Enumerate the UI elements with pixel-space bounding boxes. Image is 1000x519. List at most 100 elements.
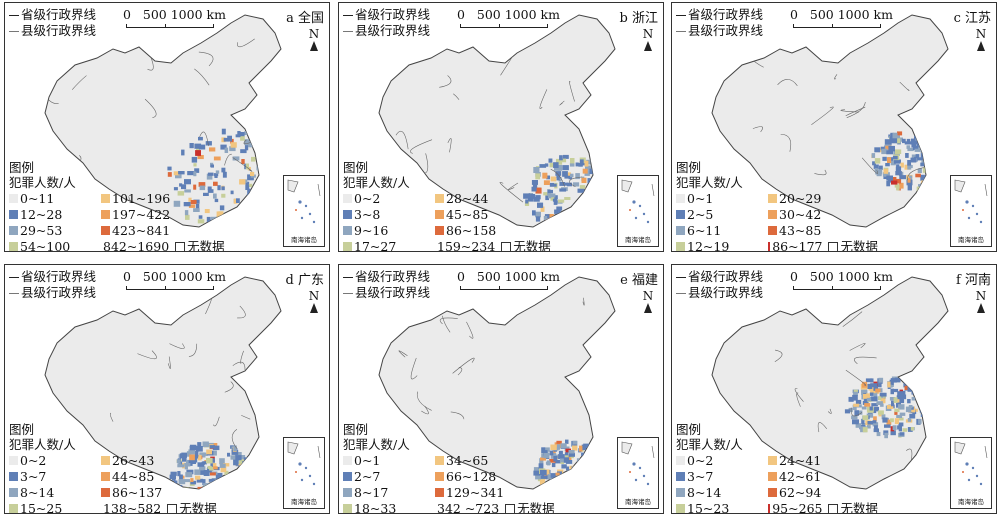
legend-item: 3~7 bbox=[9, 469, 101, 484]
county-cell bbox=[535, 211, 541, 218]
county-cell bbox=[905, 153, 909, 158]
county-cell bbox=[848, 396, 854, 402]
county-cell bbox=[543, 180, 550, 185]
county-cell bbox=[944, 167, 948, 172]
north-label: N bbox=[308, 27, 320, 41]
county-cell bbox=[195, 204, 200, 209]
province-border bbox=[842, 311, 863, 327]
province-border bbox=[920, 395, 933, 408]
county-cell bbox=[570, 173, 574, 178]
province-border bbox=[237, 38, 255, 48]
county-cell bbox=[179, 183, 183, 187]
county-cell bbox=[193, 184, 197, 190]
county-cell bbox=[252, 203, 259, 209]
legend-swatch bbox=[9, 210, 18, 219]
county-cell bbox=[932, 153, 937, 158]
county-cell bbox=[918, 392, 922, 399]
province-boundary-row: 省级行政界线 bbox=[9, 7, 96, 23]
county-cell bbox=[248, 197, 255, 203]
county-cell bbox=[186, 459, 192, 466]
county-cell bbox=[190, 478, 194, 482]
county-cell bbox=[586, 211, 593, 216]
county-cell bbox=[193, 171, 197, 177]
county-cell bbox=[556, 488, 561, 489]
county-cell bbox=[923, 401, 927, 407]
county-cell bbox=[606, 166, 610, 173]
county-cell bbox=[210, 164, 214, 168]
county-cell bbox=[883, 430, 889, 436]
county-cell bbox=[250, 478, 256, 483]
legend-grid: 0~2 28~44 3~8 45~85 9~16 86~158 17~27 159~234 无数… bbox=[343, 191, 551, 251]
county-cell bbox=[852, 404, 857, 411]
county-cell bbox=[574, 465, 578, 472]
county-cell bbox=[571, 479, 577, 483]
county-cell bbox=[223, 224, 228, 227]
legend: 图例 犯罪人数/人 0~2 28~44 3~8 45~85 9~16 86~158 17~2… bbox=[343, 160, 551, 251]
county-cell bbox=[873, 164, 879, 169]
county-cell bbox=[203, 470, 210, 476]
county-cell bbox=[918, 395, 923, 399]
inset-map bbox=[621, 179, 655, 224]
county-cell bbox=[183, 202, 191, 207]
legend-grid: 0~1 20~29 2~5 30~42 6~11 43~85 12~19 86~177 无数据 bbox=[676, 191, 878, 251]
legend-item: 28~44 bbox=[435, 191, 545, 206]
china-outline bbox=[711, 276, 949, 490]
county-cell bbox=[891, 180, 898, 185]
county-cell bbox=[247, 174, 254, 181]
county-cell bbox=[185, 472, 193, 478]
county-cell bbox=[586, 471, 592, 476]
county-cell bbox=[558, 176, 562, 182]
county-cell bbox=[934, 152, 941, 159]
county-cell bbox=[246, 194, 251, 198]
north-label: N bbox=[642, 27, 654, 41]
county-cell bbox=[261, 190, 267, 195]
county-cell bbox=[941, 161, 946, 166]
county-cell bbox=[886, 180, 891, 187]
county-cell bbox=[533, 167, 540, 173]
county-cell bbox=[852, 419, 859, 425]
legend-class-label: 44~85 bbox=[112, 469, 155, 484]
legend-title: 图例 bbox=[343, 422, 369, 437]
north-arrow: N bbox=[307, 27, 321, 51]
county-cell bbox=[215, 481, 220, 487]
county-cell bbox=[573, 209, 580, 214]
county-cell bbox=[235, 455, 242, 461]
county-cell bbox=[214, 198, 219, 203]
county-cell bbox=[196, 146, 200, 152]
county-cell bbox=[598, 453, 605, 457]
county-cell bbox=[237, 214, 243, 220]
county-line-icon bbox=[9, 292, 19, 294]
north-arrow-icon bbox=[644, 41, 652, 51]
legend-swatch bbox=[768, 242, 771, 251]
county-cell bbox=[912, 145, 919, 151]
county-cell bbox=[275, 168, 281, 175]
county-cell bbox=[874, 406, 879, 412]
panel-title: b 浙江 bbox=[619, 11, 658, 26]
north-arrow: N bbox=[641, 289, 655, 313]
county-cell bbox=[853, 389, 858, 393]
county-cell bbox=[565, 214, 572, 221]
county-cell bbox=[907, 385, 913, 392]
county-cell bbox=[563, 154, 569, 159]
legend-no-data: 无数据 bbox=[505, 501, 555, 513]
county-cell bbox=[892, 132, 898, 139]
county-cell bbox=[544, 214, 550, 219]
county-cell bbox=[554, 195, 558, 200]
province-border bbox=[194, 68, 210, 86]
county-cell bbox=[561, 464, 567, 469]
county-cell bbox=[264, 161, 269, 167]
county-cell bbox=[230, 494, 235, 497]
legend-swatch bbox=[343, 226, 352, 235]
county-cell bbox=[911, 138, 918, 145]
county-cell bbox=[273, 158, 279, 162]
province-border bbox=[188, 343, 198, 357]
legend-swatch bbox=[9, 472, 18, 481]
county-cell bbox=[589, 183, 594, 188]
legend-item: 18~33 bbox=[343, 501, 435, 513]
north-arrow-icon bbox=[310, 303, 318, 313]
county-cell bbox=[197, 219, 205, 224]
county-cell bbox=[251, 191, 257, 197]
province-border bbox=[774, 349, 783, 363]
county-cell bbox=[173, 187, 178, 191]
county-cell bbox=[598, 205, 605, 211]
